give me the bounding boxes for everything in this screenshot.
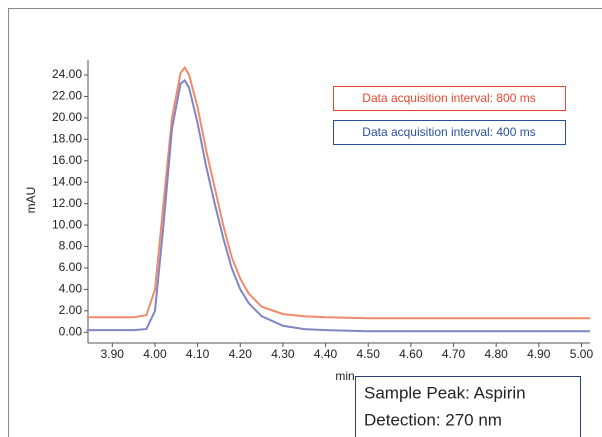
- y-tick-label: 0.00: [59, 324, 83, 338]
- legend-label: Data acquisition interval: 800 ms: [362, 91, 535, 105]
- x-tick-label: 4.50: [357, 347, 381, 361]
- annotation: Sample Peak: Aspirin: [364, 383, 526, 402]
- y-axis-label: mAU: [24, 187, 38, 214]
- x-tick-label: 4.90: [527, 347, 551, 361]
- x-tick-label: 4.80: [484, 347, 508, 361]
- y-tick-label: 12.00: [52, 196, 82, 210]
- y-tick-label: 18.00: [52, 131, 82, 145]
- x-tick-label: 4.30: [271, 347, 295, 361]
- y-tick-label: 24.00: [52, 67, 82, 81]
- y-tick-label: 14.00: [52, 174, 82, 188]
- x-tick-label: 4.20: [229, 347, 253, 361]
- x-tick-label: 4.10: [186, 347, 210, 361]
- y-tick-label: 16.00: [52, 153, 82, 167]
- y-tick-label: 20.00: [52, 110, 82, 124]
- x-tick-label: 4.00: [143, 347, 167, 361]
- y-tick-label: 10.00: [52, 217, 82, 231]
- y-tick-label: 22.00: [52, 89, 82, 103]
- x-tick-label: 4.40: [314, 347, 338, 361]
- series-line: [86, 65, 590, 320]
- legend-box: [333, 120, 566, 145]
- x-tick-label: 4.60: [399, 347, 423, 361]
- legend-label: Data acquisition interval: 400 ms: [362, 125, 535, 139]
- frame: [8, 8, 602, 437]
- y-tick-label: 4.00: [59, 282, 83, 296]
- series-line: [86, 78, 590, 333]
- x-tick-label: 3.90: [101, 347, 125, 361]
- annotation: Detection: 270 nm: [364, 410, 502, 429]
- annotation-box: [355, 376, 581, 437]
- y-tick-label: 2.00: [59, 303, 83, 317]
- legend-box: [333, 86, 566, 111]
- y-tick-label: 6.00: [59, 260, 83, 274]
- x-tick-label: 5.00: [570, 347, 594, 361]
- x-tick-label: 4.70: [442, 347, 466, 361]
- x-axis-label: min: [335, 369, 354, 383]
- y-tick-label: 8.00: [59, 239, 83, 253]
